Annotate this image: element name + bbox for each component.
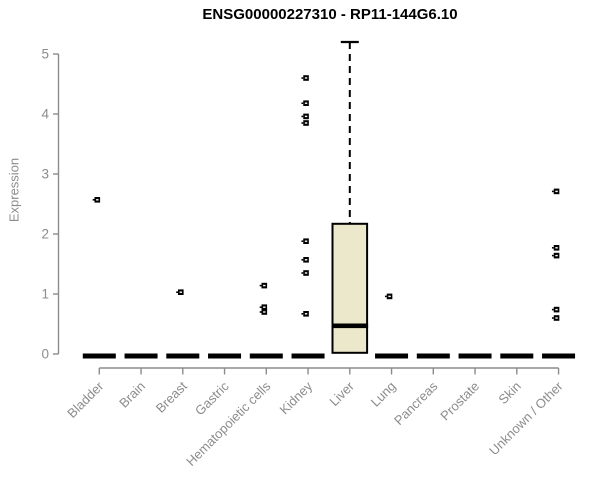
x-tick-label: Kidney <box>276 378 315 417</box>
y-tick-label: 3 <box>41 167 49 182</box>
outlier-point-nub <box>551 247 554 249</box>
outlier-point-center <box>179 291 182 293</box>
median-line <box>331 323 369 329</box>
x-tick-label: Unknown / Other <box>486 378 566 458</box>
x-tick-label: Gastric <box>192 378 232 418</box>
outlier-point-center <box>304 272 308 274</box>
zero-bar <box>416 353 450 359</box>
zero-bar <box>249 353 283 359</box>
outlier-point-nub <box>301 313 304 315</box>
outlier-point-center <box>304 240 308 242</box>
outlier-point-center <box>555 247 558 249</box>
outlier-point-center <box>263 311 266 313</box>
zero-bar <box>166 353 200 359</box>
x-tick-label: Liver <box>326 378 357 409</box>
y-tick-label: 0 <box>41 347 49 362</box>
x-tick-label: Lung <box>368 379 399 410</box>
x-tick-label: Brain <box>116 379 148 411</box>
x-tick-label: Breast <box>153 378 190 415</box>
outlier-point-center <box>304 122 308 124</box>
outlier-point-nub <box>301 122 304 124</box>
x-tick-label: Bladder <box>64 378 107 421</box>
x-tick-label: Pancreas <box>391 378 441 428</box>
outlier-point-center <box>555 308 558 311</box>
zero-bar <box>124 353 158 359</box>
outlier-point-nub <box>551 254 554 257</box>
zero-bar <box>542 353 576 359</box>
outlier-point-center <box>388 295 391 298</box>
zero-bar <box>500 353 534 359</box>
outlier-point-center <box>263 306 266 308</box>
outlier-point-nub <box>301 102 304 104</box>
outlier-point-center <box>304 313 308 315</box>
zero-bar <box>82 353 116 359</box>
y-tick-label: 4 <box>41 107 49 122</box>
box <box>331 222 369 354</box>
outlier-point-nub <box>551 317 554 319</box>
x-tick-label: Prostate <box>437 379 482 424</box>
outlier-point-nub <box>301 259 304 261</box>
outlier-point-center <box>304 77 308 79</box>
x-tick-label: Skin <box>495 379 523 407</box>
outlier-point-center <box>263 284 266 287</box>
zero-bar <box>291 353 325 359</box>
y-tick-label: 1 <box>41 287 49 302</box>
outlier-point-nub <box>551 190 554 193</box>
outlier-point-center <box>96 199 99 201</box>
outlier-point-nub <box>259 284 262 287</box>
outlier-point-center <box>555 317 558 319</box>
zero-bar <box>208 353 242 359</box>
outlier-point-nub <box>384 295 387 298</box>
outlier-point-nub <box>301 115 304 118</box>
outlier-point-nub <box>259 306 262 308</box>
outlier-point-nub <box>92 199 95 201</box>
chart-title: ENSG00000227310 - RP11-144G6.10 <box>202 6 458 23</box>
outlier-point-nub <box>301 77 304 79</box>
outlier-point-nub <box>301 272 304 274</box>
outlier-point-nub <box>551 308 554 311</box>
outlier-point-center <box>304 259 308 261</box>
outlier-point-nub <box>259 311 262 313</box>
outlier-point-nub <box>176 291 178 293</box>
zero-bar <box>375 353 409 359</box>
outlier-point-nub <box>301 240 304 242</box>
outlier-point-center <box>304 115 308 118</box>
y-tick-label: 5 <box>41 47 49 62</box>
outlier-point-center <box>555 254 558 257</box>
outlier-point-center <box>304 102 308 104</box>
outlier-point-center <box>555 190 558 193</box>
y-tick-label: 2 <box>41 227 49 242</box>
zero-bar <box>458 353 492 359</box>
